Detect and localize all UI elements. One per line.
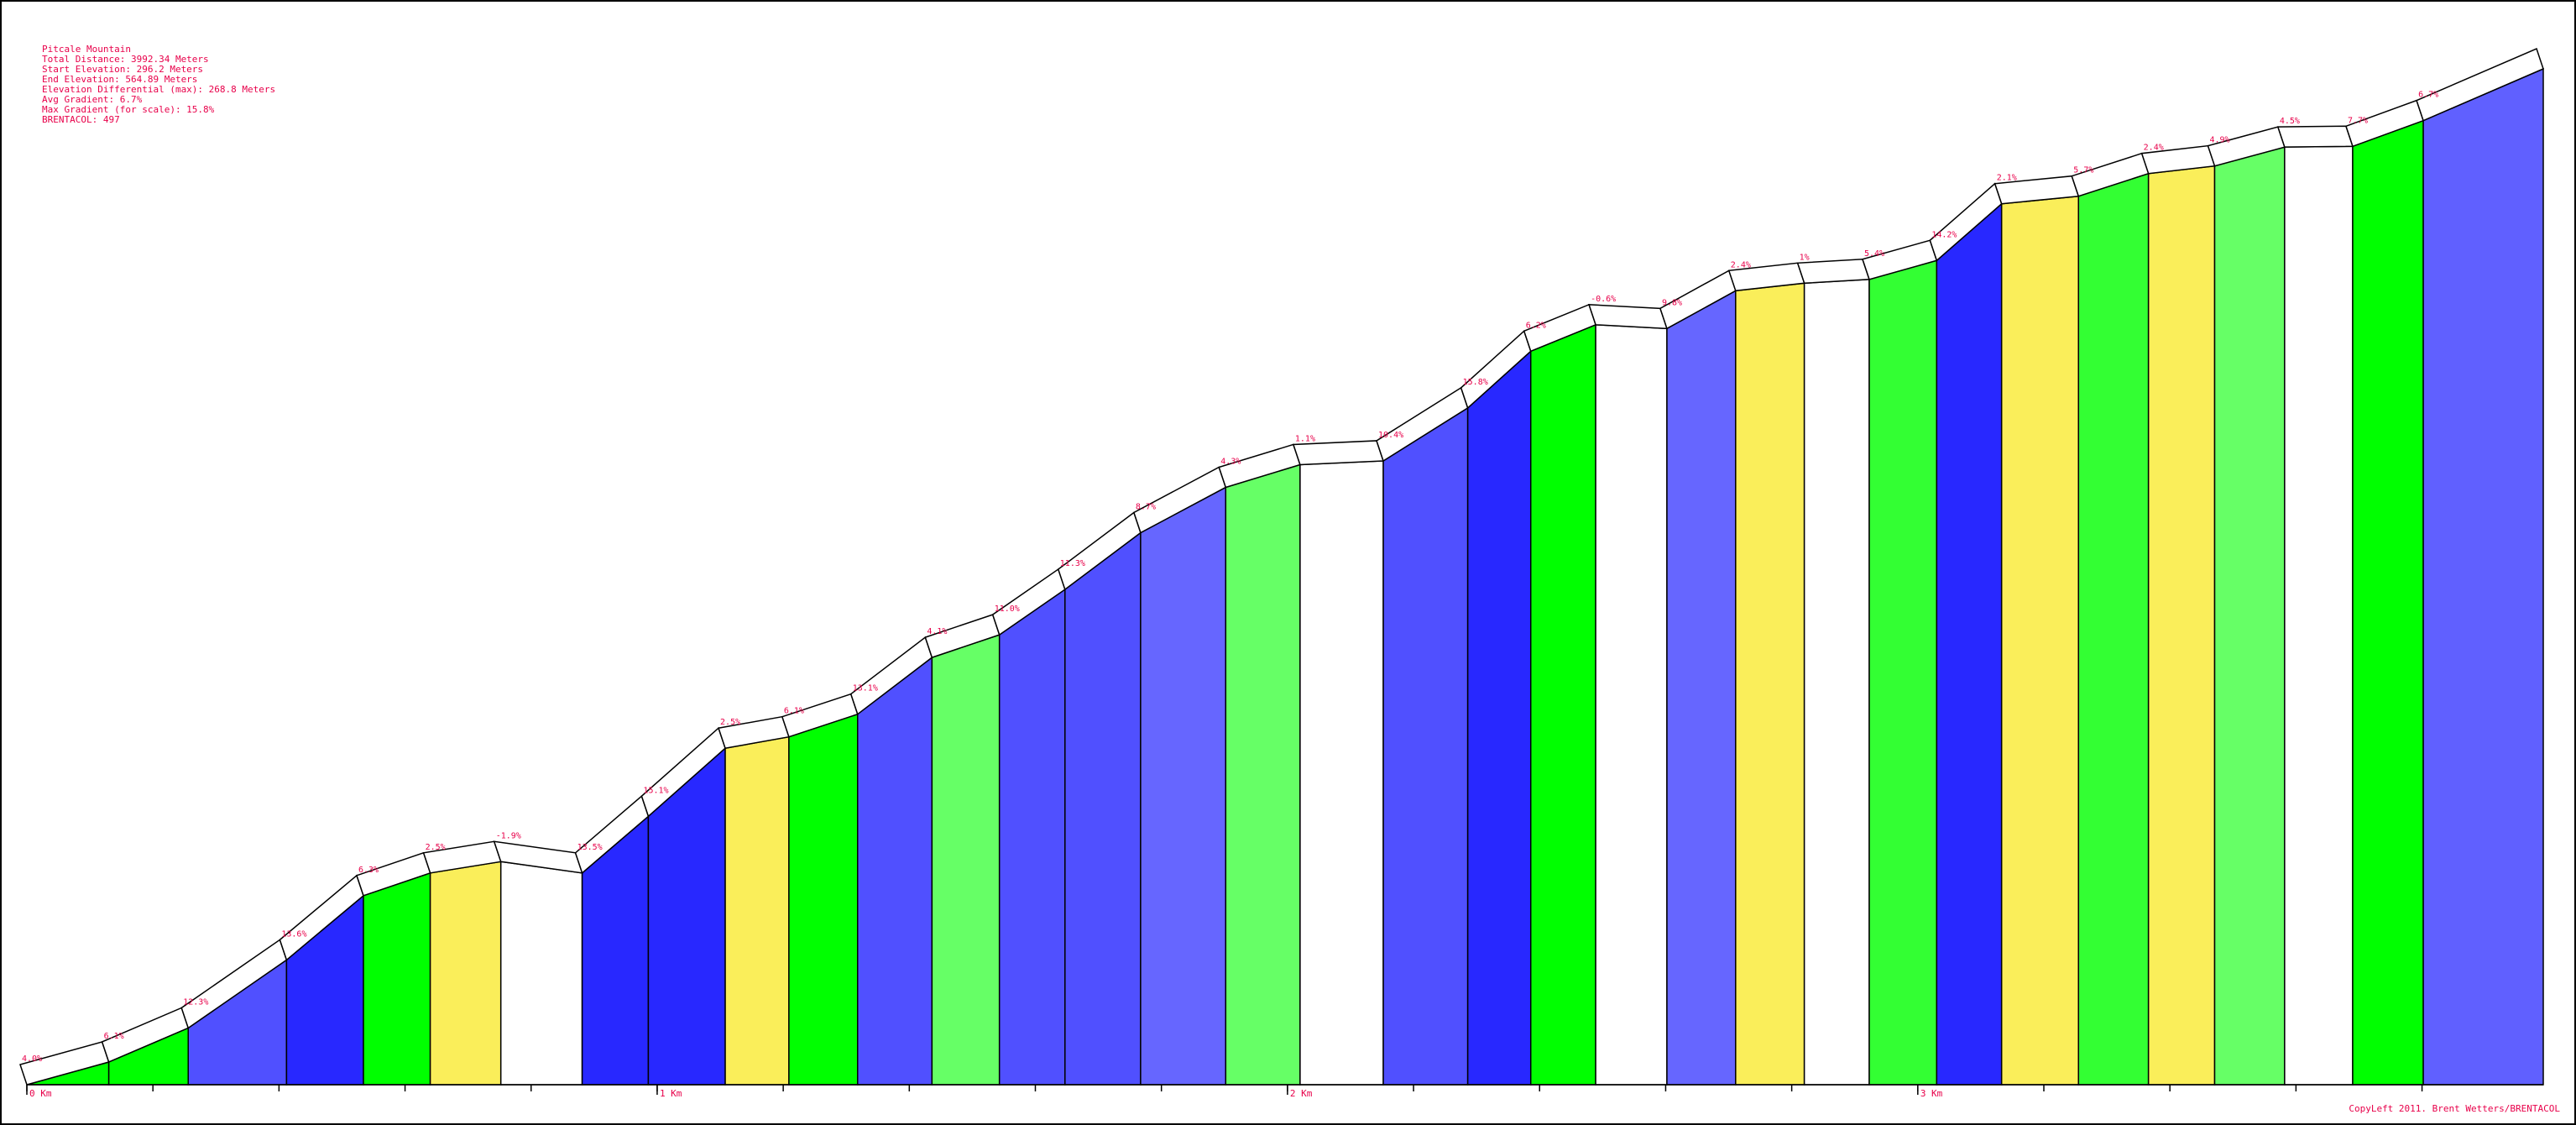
segment-4 bbox=[363, 871, 431, 1086]
gradient-label-3: 13.6% bbox=[281, 929, 306, 939]
x-tick-label-2: 2 Km bbox=[1290, 1088, 1313, 1099]
gradient-label-11: 13.1% bbox=[853, 684, 878, 693]
segment-32 bbox=[2352, 119, 2424, 1086]
segment-24 bbox=[1803, 278, 1870, 1086]
segment-5 bbox=[429, 861, 502, 1086]
gradient-label-23: 2.4% bbox=[1731, 260, 1751, 269]
segment-17 bbox=[1299, 460, 1384, 1086]
gradient-label-28: 5.7% bbox=[2073, 166, 2093, 175]
gradient-label-17: 1.1% bbox=[1295, 434, 1315, 443]
gradient-label-1: 6.1% bbox=[104, 1032, 124, 1041]
segment-10 bbox=[788, 713, 859, 1086]
gradient-label-33: 6.7% bbox=[2418, 91, 2438, 100]
segment-13 bbox=[998, 588, 1066, 1086]
segment-28 bbox=[2077, 172, 2150, 1086]
gradient-label-7: 13.5% bbox=[577, 843, 603, 852]
gradient-label-19: 15.8% bbox=[1463, 378, 1488, 387]
segment-26 bbox=[1936, 202, 2003, 1086]
segment-27 bbox=[2000, 195, 2080, 1086]
road-band-24 bbox=[1796, 259, 1871, 285]
gradient-label-15: 8.7% bbox=[1136, 503, 1156, 512]
info-line-7: BRENTACOL: 497 bbox=[42, 114, 120, 125]
segment-20 bbox=[1529, 323, 1596, 1086]
segment-14 bbox=[1064, 531, 1142, 1086]
segment-15 bbox=[1140, 486, 1227, 1086]
gradient-label-21: -0.6% bbox=[1591, 295, 1616, 304]
gradient-label-22: 9.8% bbox=[1662, 298, 1682, 307]
x-tick-label-0: 0 Km bbox=[29, 1088, 52, 1099]
info-line-4: Elevation Differential (max): 268.8 Mete… bbox=[42, 84, 275, 95]
gradient-label-5: 2.5% bbox=[426, 843, 446, 852]
info-line-3: End Elevation: 564.89 Meters bbox=[42, 74, 197, 85]
road-band-21 bbox=[1588, 304, 1669, 330]
gradient-label-14: 11.3% bbox=[1060, 559, 1085, 568]
road-band-layer bbox=[19, 47, 2544, 1086]
segment-29 bbox=[2147, 165, 2216, 1086]
gradient-label-27: 2.1% bbox=[1997, 174, 2017, 183]
copyright-text: CopyLeft 2011. Brent Wetters/BRENTACOL bbox=[2349, 1103, 2560, 1114]
gradient-label-25: 5.4% bbox=[1864, 249, 1884, 259]
gradient-label-20: 6.2% bbox=[1526, 321, 1546, 330]
gradient-label-32: 7.7% bbox=[2348, 116, 2368, 125]
road-band-33 bbox=[2416, 47, 2544, 122]
gradient-label-12: 4.1% bbox=[927, 627, 947, 636]
x-tick-label-3: 3 Km bbox=[1920, 1088, 1943, 1099]
gradient-labels-layer: 4.0% 6.1% 12.3% 13.6% 6.3% 2.5% -1.9% 13.5% 15.1… bbox=[22, 91, 2438, 1064]
segment-31 bbox=[2284, 145, 2354, 1086]
gradient-label-8: 15.1% bbox=[643, 786, 668, 795]
gradient-label-9: 2.5% bbox=[720, 718, 740, 727]
gradient-label-30: 4.9% bbox=[2210, 136, 2230, 145]
info-line-6: Max Gradient (for scale): 15.8% bbox=[42, 104, 215, 115]
x-tick-label-1: 1 Km bbox=[660, 1088, 682, 1099]
segments-layer bbox=[26, 67, 2544, 1086]
gradient-label-10: 6.1% bbox=[784, 707, 804, 716]
gradient-label-6: -1.9% bbox=[496, 831, 521, 840]
segment-25 bbox=[1868, 259, 1938, 1086]
segment-12 bbox=[931, 634, 1001, 1086]
gradient-label-24: 1% bbox=[1800, 253, 1810, 262]
gradient-label-26: 14.2% bbox=[1931, 230, 1957, 239]
segment-6 bbox=[499, 861, 583, 1086]
info-line-5: Avg Gradient: 6.7% bbox=[42, 94, 143, 105]
info-line-2: Start Elevation: 296.2 Meters bbox=[42, 64, 203, 75]
gradient-label-13: 11.0% bbox=[995, 604, 1020, 614]
road-band-17 bbox=[1292, 440, 1385, 466]
gradient-label-16: 4.3% bbox=[1220, 457, 1241, 466]
segment-19 bbox=[1466, 349, 1532, 1086]
segment-33 bbox=[2422, 67, 2544, 1086]
segment-23 bbox=[1735, 282, 1805, 1086]
gradient-label-0: 4.0% bbox=[22, 1054, 42, 1064]
x-axis: 0 Km 1 Km 2 Km 3 Km bbox=[26, 1084, 2543, 1099]
segment-21 bbox=[1595, 324, 1668, 1086]
segment-16 bbox=[1225, 463, 1301, 1086]
gradient-label-29: 2.4% bbox=[2144, 144, 2164, 153]
info-line-1: Total Distance: 3992.34 Meters bbox=[42, 54, 209, 65]
segment-11 bbox=[856, 656, 933, 1086]
gradient-label-18: 10.4% bbox=[1378, 431, 1403, 440]
segment-30 bbox=[2213, 146, 2286, 1086]
road-band-31 bbox=[2276, 125, 2354, 148]
segment-22 bbox=[1666, 290, 1737, 1086]
segment-9 bbox=[724, 735, 790, 1086]
segment-18 bbox=[1382, 406, 1469, 1086]
gradient-label-2: 12.3% bbox=[183, 997, 208, 1007]
gradient-label-4: 6.3% bbox=[358, 866, 379, 875]
gradient-label-31: 4.5% bbox=[2280, 117, 2300, 126]
info-line-0: Pitcale Mountain bbox=[42, 44, 131, 55]
